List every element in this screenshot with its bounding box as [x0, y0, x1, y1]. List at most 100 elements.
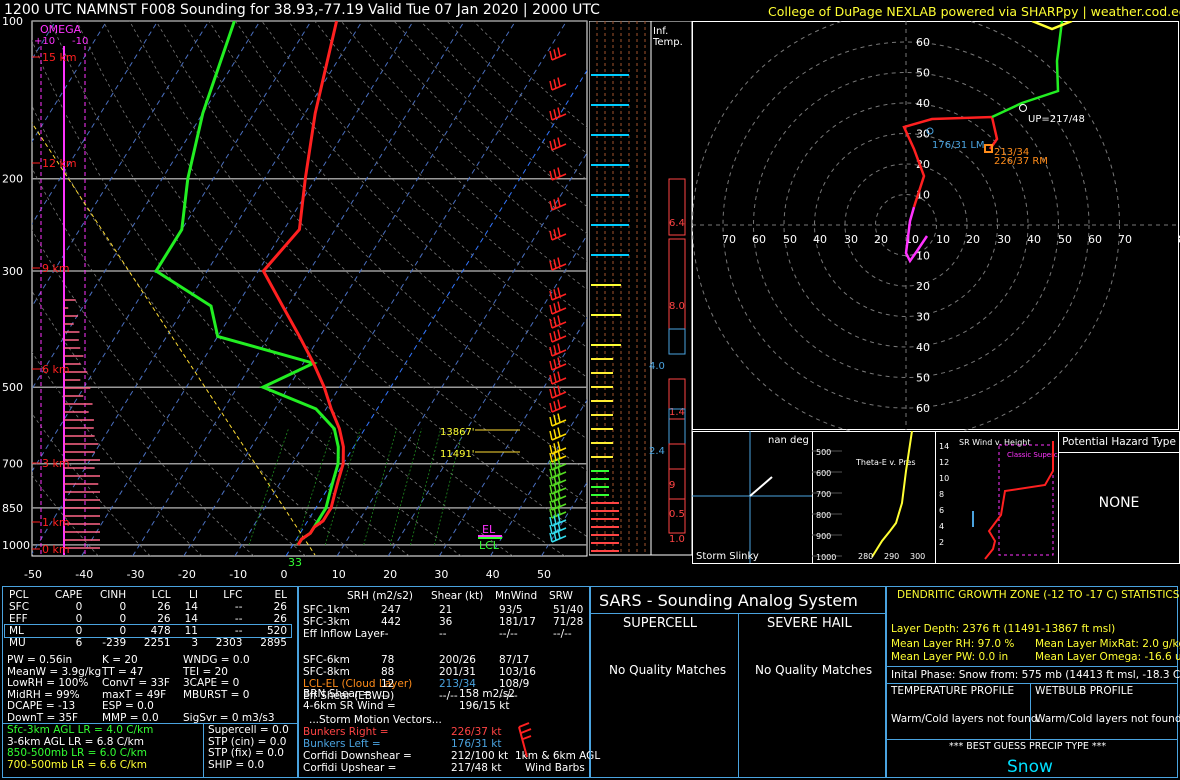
dry-adiabat	[420, 21, 587, 181]
composite-indices: Supercell = 0.0 STP (cin) = 0.0 STP (fix) …	[208, 724, 289, 771]
srw-y-label: 6	[939, 506, 944, 515]
height-label: 12 km	[42, 157, 77, 170]
dry-adiabat	[287, 21, 587, 319]
lcl-label: LCL	[479, 539, 500, 552]
dgz-top-label: 13867'	[440, 427, 475, 438]
omega-title: OMEGA	[40, 23, 82, 36]
el-label: EL	[482, 523, 496, 536]
composite-index: STP (fix) = 0.0	[208, 747, 284, 759]
wind-barb-flag	[557, 413, 561, 423]
isotherm	[32, 21, 210, 308]
kin-cell: SFC-1km	[303, 604, 350, 616]
isotherm	[183, 21, 516, 556]
kin-barb-label2: Wind Barbs	[525, 762, 585, 774]
kin-bl-v: 176/31 kt	[451, 738, 502, 750]
pressure-label: 100	[2, 15, 23, 28]
hodo-ring-label: 30	[916, 128, 930, 141]
parcel-row: SFC 0 0 26 14 -- 26	[5, 601, 291, 613]
index-value: ConvT = 33F	[102, 677, 170, 689]
index-value: MBURST = 0	[183, 688, 250, 701]
mixing-ratio-line	[434, 428, 464, 545]
parcel-cell: 520	[266, 625, 287, 637]
dry-adiabat	[32, 351, 203, 556]
srw-y-label: 12	[939, 458, 949, 467]
height-label: 6 km	[42, 363, 70, 376]
wind-barb-flag	[557, 441, 561, 451]
skewt-chart: 100 200 300 500 700 850 1000 -50 -40 -30 -20 -10 0 10…	[2, 15, 588, 581]
wind-barb-flag	[549, 492, 553, 503]
wind-barb-flag	[553, 139, 557, 149]
wind-barb-flag	[553, 109, 557, 119]
isotherm	[32, 21, 363, 555]
temp-axis-label: 20	[383, 568, 397, 581]
inferred-temp-box	[668, 378, 686, 420]
wind-barb-flag	[549, 110, 553, 121]
omega-right: -10	[72, 36, 88, 47]
temp-axis-label: 10	[332, 568, 346, 581]
wind-barb	[551, 173, 567, 181]
parcel-cell: 3	[191, 637, 198, 649]
sars-hail: SEVERE HAIL	[767, 616, 852, 631]
wind-barb-flag	[549, 200, 553, 211]
mixing-ratio-line	[389, 428, 423, 546]
sars-panel: SARS - Sounding Analog System SUPERCELL …	[590, 586, 886, 778]
height-label: 3 km	[42, 457, 70, 470]
kin-brn-shear: BRN Shear =	[303, 688, 372, 700]
kin-cell: 181/17	[499, 616, 536, 628]
hodo-ring-label: 30	[916, 311, 930, 324]
temp-profile-title: TEMPERATURE PROFILE	[891, 685, 1015, 697]
temp-axis-label: 30	[434, 568, 448, 581]
temp-axis-label: 50	[537, 568, 551, 581]
index-value: DCAPE = -13	[7, 700, 76, 712]
parcel-cell: 26	[273, 613, 287, 625]
wind-barb-flag	[553, 49, 557, 59]
dgz-phase: Inital Phase: Snow from: 575 mb (14413 f…	[891, 669, 1180, 681]
parcel-cell: 26	[157, 613, 171, 625]
hodo-x-label: 10	[936, 233, 950, 246]
parcel-cell: --	[234, 601, 243, 613]
wind-barb-flag	[553, 507, 557, 517]
theta-y-label: 700	[816, 490, 831, 499]
wind-barb-flag	[549, 532, 553, 543]
wb-profile-title: WETBULB PROFILE	[1035, 685, 1134, 697]
hodo-x-label: 8	[1178, 233, 1180, 246]
dry-adiabat	[32, 229, 306, 556]
parcel-row: EFF 0 0 26 14 -- 26	[5, 613, 291, 625]
index-value: MidRH = 99%	[7, 688, 80, 701]
index-value: PW = 0.56in	[7, 654, 73, 666]
wind-barb-flag	[549, 452, 553, 463]
parcel-cell: EFF	[9, 613, 28, 625]
slinky-label: Storm Slinky	[696, 551, 759, 562]
wind-barb-flag	[557, 137, 561, 147]
srw-y-label: 8	[939, 490, 944, 499]
dry-adiabat	[234, 21, 587, 378]
wind-barb-flag	[549, 444, 553, 455]
kin-cell: 51/40	[553, 604, 584, 616]
wind-barb-flag	[549, 484, 553, 495]
wind-barb-flag	[557, 77, 561, 87]
kin-brn-shear-v: 158 m2/s2	[459, 688, 515, 700]
hodo-x-label: 70	[1118, 233, 1132, 246]
wind-barb-flag	[557, 357, 561, 367]
wind-barb-flag	[557, 521, 561, 531]
lapse-rate: 3-6km AGL LR = 6.8 C/km	[7, 735, 144, 748]
hodo-ring-label: 60	[916, 402, 930, 415]
wind-barb-flag	[553, 443, 557, 453]
srw-supercell-box	[998, 444, 1054, 556]
inferred-temp-box	[668, 238, 686, 330]
mixing-ratio-line	[410, 428, 442, 546]
isotherm	[285, 69, 587, 556]
kin-header: MnWind	[495, 590, 538, 602]
index-value: MeanW = 3.9g/kg	[7, 665, 102, 678]
srw-y-label: 10	[939, 474, 949, 483]
precip-value: Snow	[1007, 757, 1053, 777]
wind-barb-flag	[557, 107, 561, 117]
kin-cell: 442	[381, 616, 402, 628]
wind-barb-flag	[553, 491, 557, 501]
hodo-ring-label: 20	[916, 280, 930, 293]
parcel-header: CINH	[99, 589, 127, 601]
dry-adiabat	[76, 21, 565, 556]
temp-axis-label: -50	[24, 568, 42, 581]
hodo-up-marker	[1019, 104, 1027, 112]
theta-y-label: 800	[816, 511, 831, 520]
